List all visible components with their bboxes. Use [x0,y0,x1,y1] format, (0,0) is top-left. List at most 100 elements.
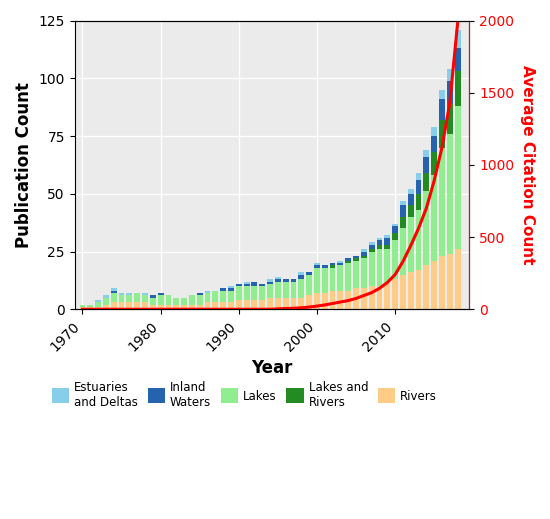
Bar [236,286,241,300]
Bar [384,238,390,244]
Bar [236,284,241,286]
Bar [353,256,359,258]
Bar [447,254,453,309]
Bar [384,284,390,309]
Bar [455,30,460,48]
Bar [447,80,453,104]
Bar [298,275,304,279]
Bar [314,265,320,268]
Bar [439,256,445,309]
Bar [455,71,460,106]
Bar [283,281,289,298]
Bar [142,295,148,303]
Bar [431,136,437,152]
Bar [416,210,421,270]
Bar [424,192,429,265]
Bar [392,226,398,233]
Bar [400,217,406,228]
Bar [353,258,359,261]
Bar [228,286,234,289]
Bar [126,303,133,309]
Bar [447,69,453,80]
Bar [439,147,445,256]
Bar [377,238,382,240]
Bar [228,289,234,291]
Bar [212,303,218,309]
Bar [439,90,445,99]
Y-axis label: Publication Count: Publication Count [15,82,33,248]
Bar [306,272,312,275]
Bar [400,228,406,275]
Bar [408,189,414,194]
Bar [158,305,163,309]
Bar [236,300,241,309]
Bar [345,258,351,261]
Bar [455,48,460,71]
Bar [322,265,328,268]
Bar [416,173,421,180]
Bar [205,293,211,303]
X-axis label: Year: Year [251,360,293,377]
Bar [329,265,336,268]
Bar [329,263,336,265]
Bar [158,295,163,305]
Bar [150,295,156,298]
Bar [290,279,296,281]
Bar [424,173,429,192]
Bar [361,256,367,258]
Bar [416,180,421,194]
Bar [329,268,336,291]
Bar [142,303,148,309]
Bar [368,249,375,252]
Bar [416,194,421,210]
Bar [119,293,124,295]
Bar [431,261,437,309]
Bar [392,224,398,226]
Bar [424,265,429,309]
Bar [142,293,148,295]
Bar [392,233,398,240]
Bar [447,134,453,254]
Bar [95,303,101,307]
Bar [314,268,320,293]
Bar [314,293,320,309]
Bar [424,150,429,157]
Bar [298,298,304,309]
Bar [251,286,257,300]
Bar [298,279,304,298]
Bar [384,244,390,249]
Bar [87,307,93,309]
Bar [251,300,257,309]
Bar [150,305,156,309]
Bar [368,244,375,249]
Bar [220,303,226,309]
Bar [181,298,187,305]
Bar [361,249,367,252]
Bar [212,291,218,303]
Bar [345,263,351,291]
Y-axis label: Average Citation Count: Average Citation Count [520,65,535,265]
Bar [150,298,156,305]
Bar [377,240,382,244]
Bar [431,175,437,261]
Bar [220,291,226,303]
Bar [377,249,382,286]
Bar [392,279,398,309]
Bar [111,303,117,309]
Bar [275,279,281,281]
Bar [353,289,359,309]
Bar [181,305,187,309]
Bar [408,206,414,217]
Bar [329,291,336,309]
Bar [173,305,179,309]
Bar [361,252,367,256]
Bar [322,268,328,293]
Bar [103,295,109,298]
Bar [377,244,382,249]
Bar [455,106,460,249]
Bar [80,305,85,307]
Bar [447,104,453,134]
Bar [80,307,85,309]
Legend: Estuaries
and Deltas, Inland
Waters, Lakes, Lakes and
Rivers, Rivers: Estuaries and Deltas, Inland Waters, Lak… [47,376,442,413]
Bar [400,206,406,217]
